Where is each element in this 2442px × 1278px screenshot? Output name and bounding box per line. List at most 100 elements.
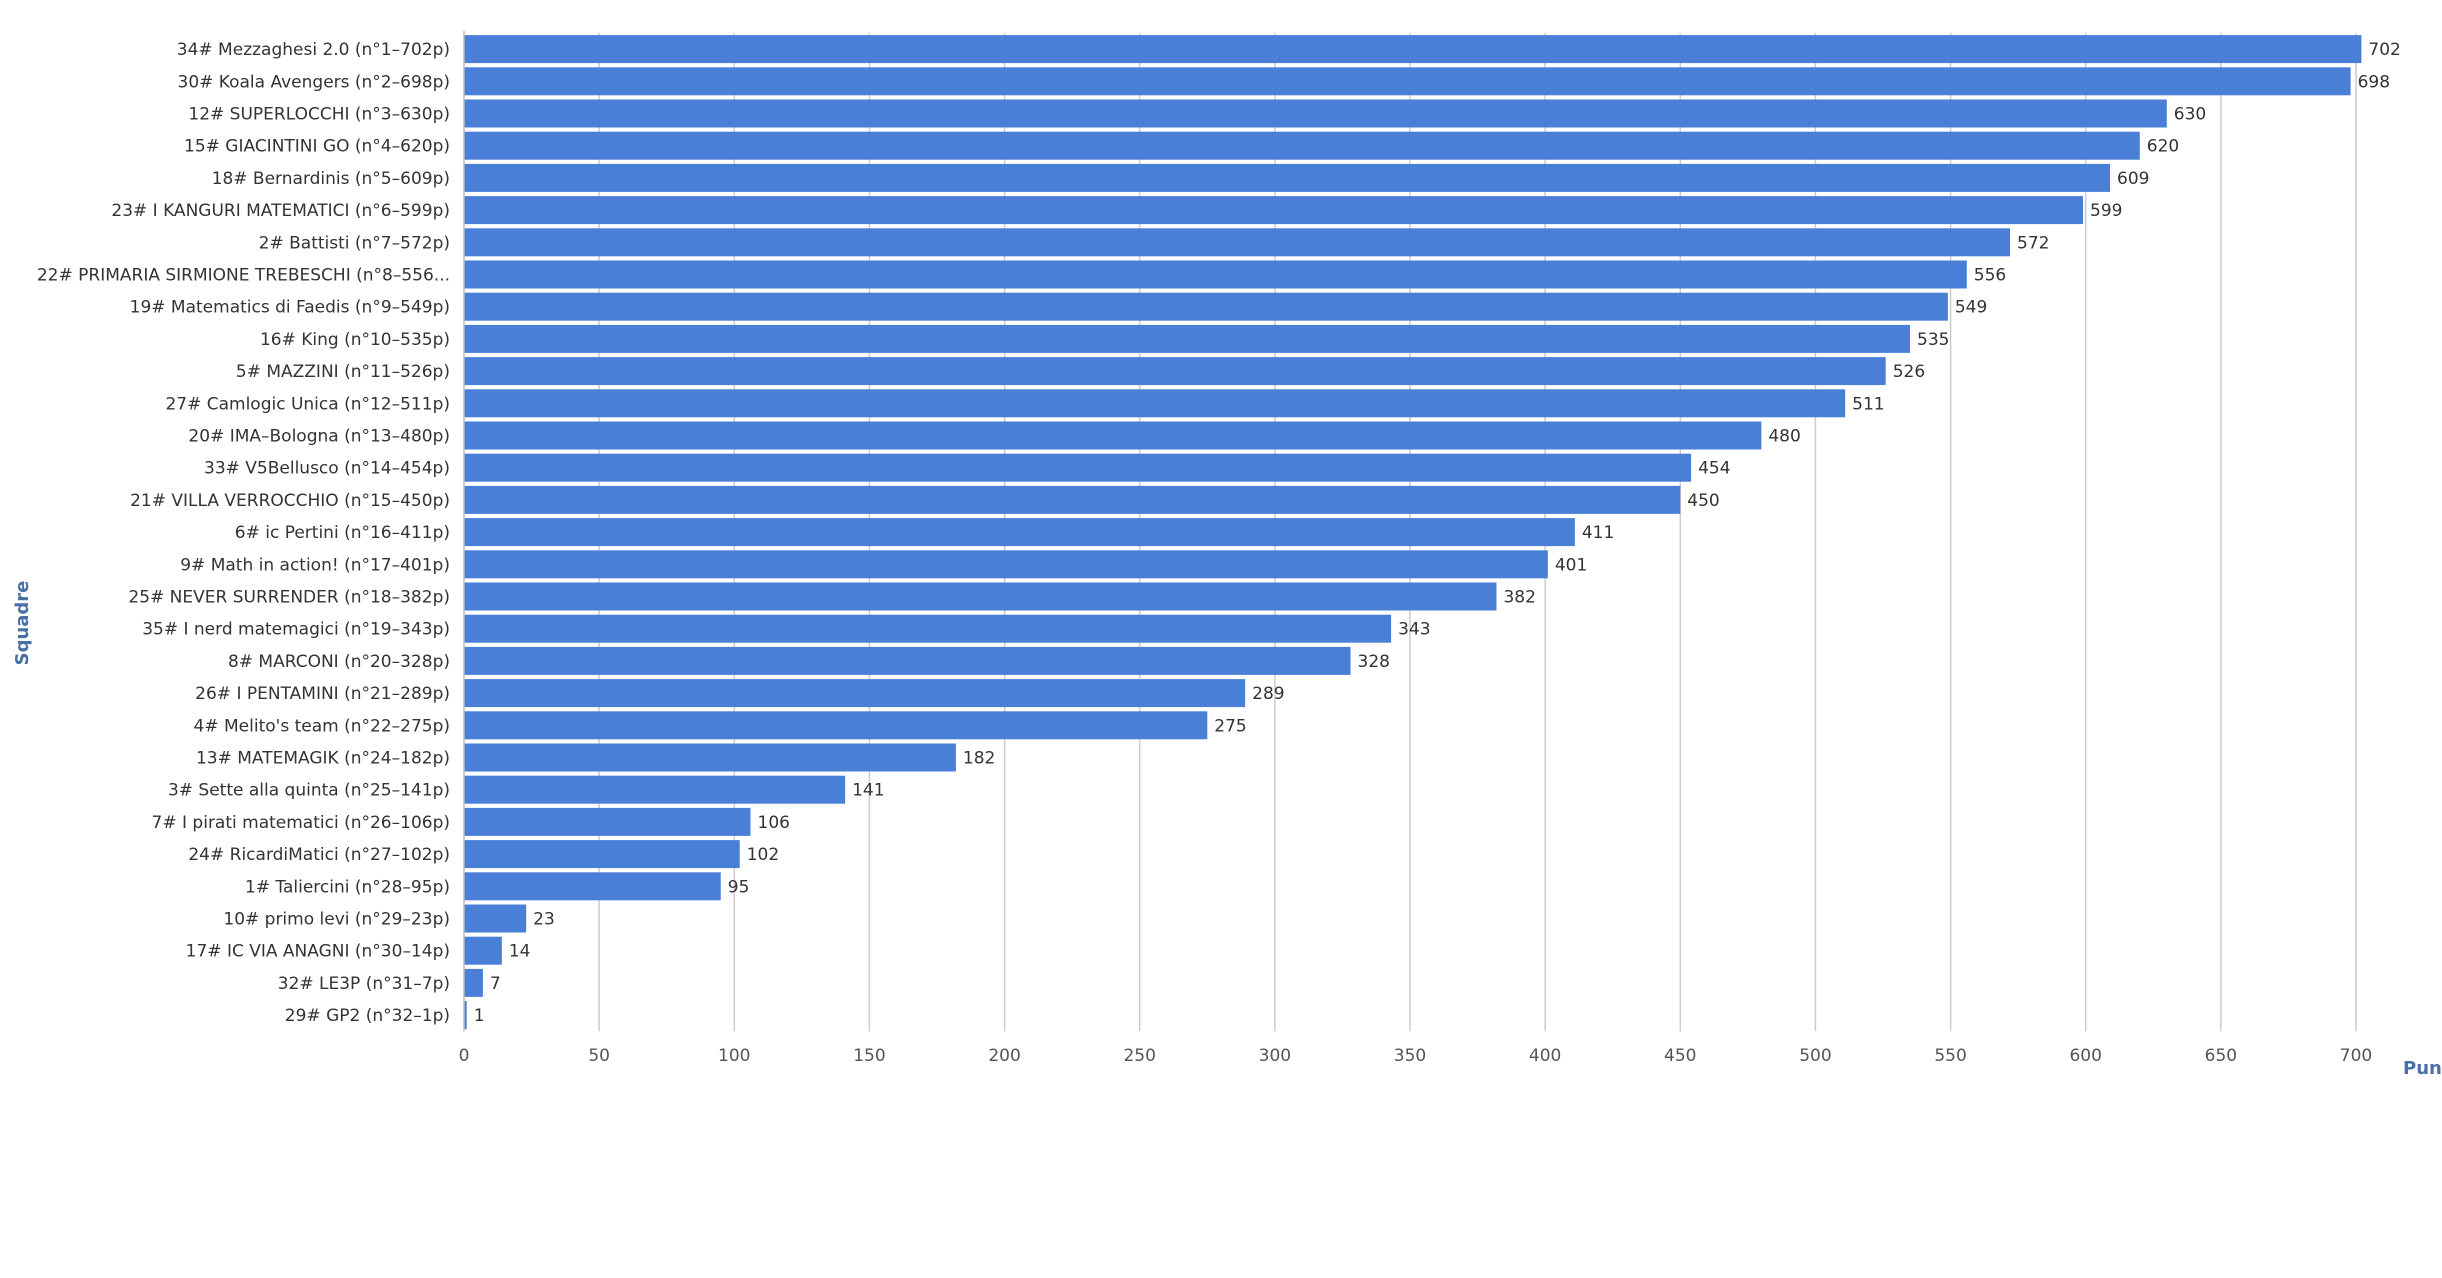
category-label: 8# MARCONI (n°20–328p) (228, 652, 450, 672)
x-tick-label: 150 (853, 1046, 885, 1066)
category-label: 16# King (n°10–535p) (260, 330, 450, 350)
data-label: 7 (490, 974, 501, 994)
category-label: 1# Taliercini (n°28–95p) (245, 877, 450, 897)
data-label: 328 (1358, 652, 1390, 672)
data-label: 609 (2117, 169, 2149, 189)
bar (464, 711, 1208, 740)
bar (464, 968, 483, 997)
data-label: 535 (1917, 330, 1949, 350)
bar (464, 260, 1967, 289)
data-label: 630 (2174, 105, 2206, 125)
category-label: 23# I KANGURI MATEMATICI (n°6–599p) (111, 201, 450, 221)
category-label: 29# GP2 (n°32–1p) (285, 1006, 450, 1026)
data-label: 182 (963, 749, 995, 769)
bar (464, 518, 1575, 547)
bar (464, 421, 1762, 450)
data-label: 526 (1893, 362, 1925, 382)
bar (464, 485, 1681, 514)
data-label: 382 (1503, 588, 1535, 608)
x-tick-label: 100 (718, 1046, 750, 1066)
bar (464, 131, 2140, 160)
bar (464, 743, 956, 772)
category-label: 22# PRIMARIA SIRMIONE TREBESCHI (n°8–556… (37, 266, 450, 286)
x-tick-label: 500 (1799, 1046, 1831, 1066)
bar (464, 679, 1246, 708)
bar (464, 99, 2167, 128)
x-tick-label: 550 (1934, 1046, 1966, 1066)
data-label: 450 (1687, 491, 1719, 511)
data-label: 411 (1582, 523, 1614, 543)
data-label: 95 (728, 877, 750, 897)
data-label: 556 (1974, 266, 2006, 286)
category-label: 19# Matematics di Faedis (n°9–549p) (130, 298, 450, 318)
x-tick-label: 700 (2340, 1046, 2372, 1066)
bar (464, 228, 2011, 257)
bar (464, 196, 2084, 225)
data-label: 698 (2358, 72, 2390, 92)
data-label: 14 (509, 942, 531, 962)
category-label: 25# NEVER SURRENDER (n°18–382p) (128, 588, 450, 608)
bar (464, 582, 1497, 611)
x-tick-label: 450 (1664, 1046, 1696, 1066)
bar (464, 163, 2111, 192)
category-label: 6# ic Pertini (n°16–411p) (235, 523, 450, 543)
data-label: 23 (533, 910, 555, 930)
x-tick-label: 350 (1394, 1046, 1426, 1066)
label-layer: 34# Mezzaghesi 2.0 (n°1–702p) 702 30# Koal… (37, 40, 2401, 1026)
bar (464, 872, 721, 901)
category-label: 12# SUPERLOCCHI (n°3–630p) (188, 105, 450, 125)
category-label: 34# Mezzaghesi 2.0 (n°1–702p) (177, 40, 450, 60)
data-label: 572 (2017, 233, 2049, 253)
category-label: 15# GIACINTINI GO (n°4–620p) (184, 137, 450, 157)
category-label: 9# Math in action! (n°17–401p) (180, 555, 450, 575)
category-label: 30# Koala Avengers (n°2–698p) (178, 72, 450, 92)
bar-layer (464, 35, 2362, 1030)
x-tick-label: 50 (588, 1046, 610, 1066)
category-label: 4# Melito's team (n°22–275p) (194, 716, 450, 736)
bar (464, 840, 740, 869)
bar (464, 775, 846, 804)
x-tick-label: 200 (988, 1046, 1020, 1066)
category-label: 13# MATEMAGIK (n°24–182p) (196, 749, 450, 769)
data-label: 549 (1955, 298, 1987, 318)
data-label: 702 (2368, 40, 2400, 60)
data-label: 106 (758, 813, 790, 833)
category-label: 33# V5Bellusco (n°14–454p) (204, 459, 450, 479)
bar (464, 614, 1392, 643)
x-axis-title: Punt (2403, 1058, 2442, 1079)
bar (464, 807, 751, 836)
category-label: 3# Sette alla quinta (n°25–141p) (168, 781, 450, 801)
data-label: 454 (1698, 459, 1730, 479)
category-label: 10# primo levi (n°29–23p) (223, 910, 450, 930)
data-label: 480 (1768, 427, 1800, 447)
category-label: 35# I nerd matemagici (n°19–343p) (142, 620, 450, 640)
category-label: 20# IMA–Bologna (n°13–480p) (188, 427, 450, 447)
data-label: 343 (1398, 620, 1430, 640)
category-label: 7# I pirati matematici (n°26–106p) (152, 813, 450, 833)
data-label: 599 (2090, 201, 2122, 221)
category-label: 26# I PENTAMINI (n°21–289p) (195, 684, 450, 704)
data-label: 1 (474, 1006, 485, 1026)
data-label: 141 (852, 781, 884, 801)
category-label: 21# VILLA VERROCCHIO (n°15–450p) (130, 491, 450, 511)
bar (464, 550, 1548, 579)
bar (464, 453, 1692, 482)
bar (464, 389, 1846, 418)
category-label: 32# LE3P (n°31–7p) (278, 974, 450, 994)
bar (464, 1001, 467, 1030)
data-label: 275 (1214, 716, 1246, 736)
category-label: 2# Battisti (n°7–572p) (259, 233, 450, 253)
bar (464, 904, 527, 933)
data-label: 401 (1555, 555, 1587, 575)
category-label: 17# IC VIA ANAGNI (n°30–14p) (186, 942, 450, 962)
x-tick-label: 250 (1123, 1046, 1155, 1066)
data-label: 620 (2147, 137, 2179, 157)
category-label: 5# MAZZINI (n°11–526p) (236, 362, 450, 382)
x-tick-label: 300 (1259, 1046, 1291, 1066)
bar (464, 324, 1911, 353)
bar (464, 35, 2362, 64)
bar (464, 646, 1351, 675)
bar (464, 67, 2351, 96)
